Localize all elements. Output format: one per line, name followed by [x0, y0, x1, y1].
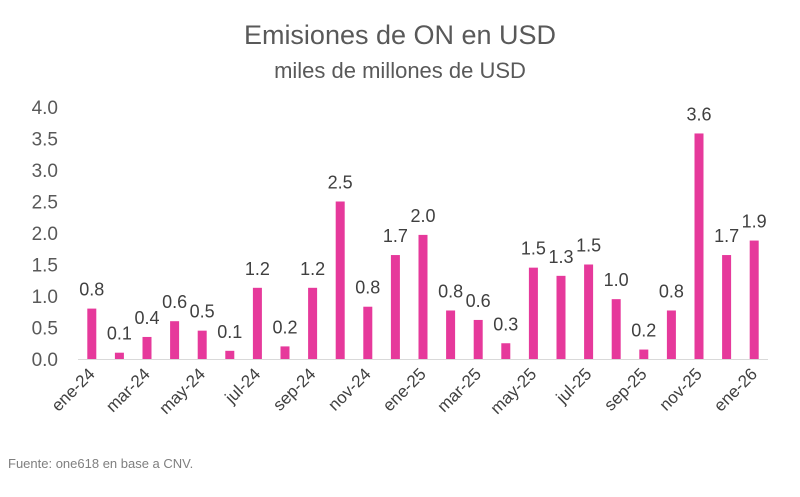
bar-abr-24 — [170, 321, 180, 359]
data-label-ene-24: 0.8 — [79, 280, 104, 300]
x-tick-label: jul-25 — [552, 364, 596, 408]
data-label-may-25: 1.5 — [521, 239, 546, 259]
data-label-nov-24: 0.8 — [355, 278, 380, 298]
data-label-sep-24: 1.2 — [300, 259, 325, 279]
data-label-dic-24: 1.7 — [383, 226, 408, 246]
bar-dic-25 — [722, 255, 732, 359]
y-tick-label: 2.5 — [32, 193, 58, 214]
y-tick-label: 0.0 — [32, 350, 58, 371]
x-tick-label: ene-24 — [48, 364, 99, 415]
bar-oct-25 — [666, 310, 676, 359]
bar-may-25 — [528, 267, 538, 359]
y-tick-label: 2.0 — [32, 224, 58, 245]
data-label-feb-25: 0.8 — [438, 281, 463, 301]
data-label-ene-25: 2.0 — [410, 206, 435, 226]
bar-may-24 — [197, 330, 207, 359]
y-tick-label: 1.5 — [32, 256, 58, 277]
data-label-sep-25: 0.2 — [631, 321, 656, 341]
source-note: Fuente: one618 en base a CNV. — [8, 456, 194, 471]
data-label-ago-24: 0.2 — [272, 317, 297, 337]
x-tick-label: sep-25 — [600, 364, 650, 414]
chart-title: Emisiones de ON en USD — [243, 20, 557, 50]
data-label-jul-25: 1.5 — [576, 236, 601, 256]
bar-feb-24 — [114, 352, 124, 359]
y-tick-label: 4.0 — [32, 98, 58, 119]
x-tick-label: mar-24 — [102, 364, 154, 416]
bar-ago-24 — [280, 346, 290, 359]
bar-sep-24 — [308, 287, 318, 359]
y-tick-label: 0.5 — [32, 319, 58, 340]
bar-ene-25 — [418, 234, 428, 359]
y-tick-label: 3.0 — [32, 161, 58, 182]
bar-feb-25 — [446, 310, 456, 359]
chart-subtitle: miles de millones de USD — [274, 58, 526, 83]
data-label-feb-24: 0.1 — [107, 324, 132, 344]
data-label-may-24: 0.5 — [190, 302, 215, 322]
data-label-mar-25: 0.6 — [466, 291, 491, 311]
data-label-dic-25: 1.7 — [714, 226, 739, 246]
bar-nov-25 — [694, 133, 704, 359]
x-tick-label: may-25 — [487, 364, 541, 418]
bar-ago-25 — [611, 299, 621, 359]
data-label-oct-24: 2.5 — [328, 173, 353, 193]
bar-ene-26 — [749, 240, 759, 359]
data-label-jun-25: 1.3 — [548, 247, 573, 267]
x-tick-label: ene-26 — [710, 364, 761, 415]
bar-abr-25 — [501, 343, 511, 359]
x-tick-label: sep-24 — [269, 364, 319, 414]
bar-ene-24 — [87, 308, 97, 359]
data-label-mar-24: 0.4 — [134, 308, 159, 328]
x-tick-label: jul-24 — [221, 364, 265, 408]
y-tick-label: 1.0 — [32, 287, 58, 308]
x-tick-label: nov-24 — [324, 364, 374, 414]
bar-dic-24 — [390, 255, 400, 359]
data-label-abr-25: 0.3 — [493, 314, 518, 334]
data-label-abr-24: 0.6 — [162, 292, 187, 312]
bar-nov-24 — [363, 306, 373, 359]
bar-sep-25 — [639, 349, 649, 359]
x-tick-label: may-24 — [156, 364, 210, 418]
data-label-ene-26: 1.9 — [742, 212, 767, 232]
bar-jun-25 — [556, 275, 566, 359]
y-tick-label: 3.5 — [32, 130, 58, 151]
bar-mar-25 — [473, 319, 483, 359]
bar-oct-24 — [335, 201, 345, 359]
data-label-nov-25: 3.6 — [686, 104, 711, 124]
bar-mar-24 — [142, 336, 152, 359]
x-tick-label: ene-25 — [379, 364, 430, 415]
x-tick-label: nov-25 — [656, 364, 706, 414]
bar-jul-25 — [584, 264, 594, 359]
x-tick-label: mar-25 — [434, 364, 486, 416]
data-label-ago-25: 1.0 — [604, 270, 629, 290]
bar-jun-24 — [225, 350, 235, 359]
data-label-jul-24: 1.2 — [245, 259, 270, 279]
data-label-jun-24: 0.1 — [217, 322, 242, 342]
data-label-oct-25: 0.8 — [659, 281, 684, 301]
bar-jul-24 — [252, 287, 262, 359]
